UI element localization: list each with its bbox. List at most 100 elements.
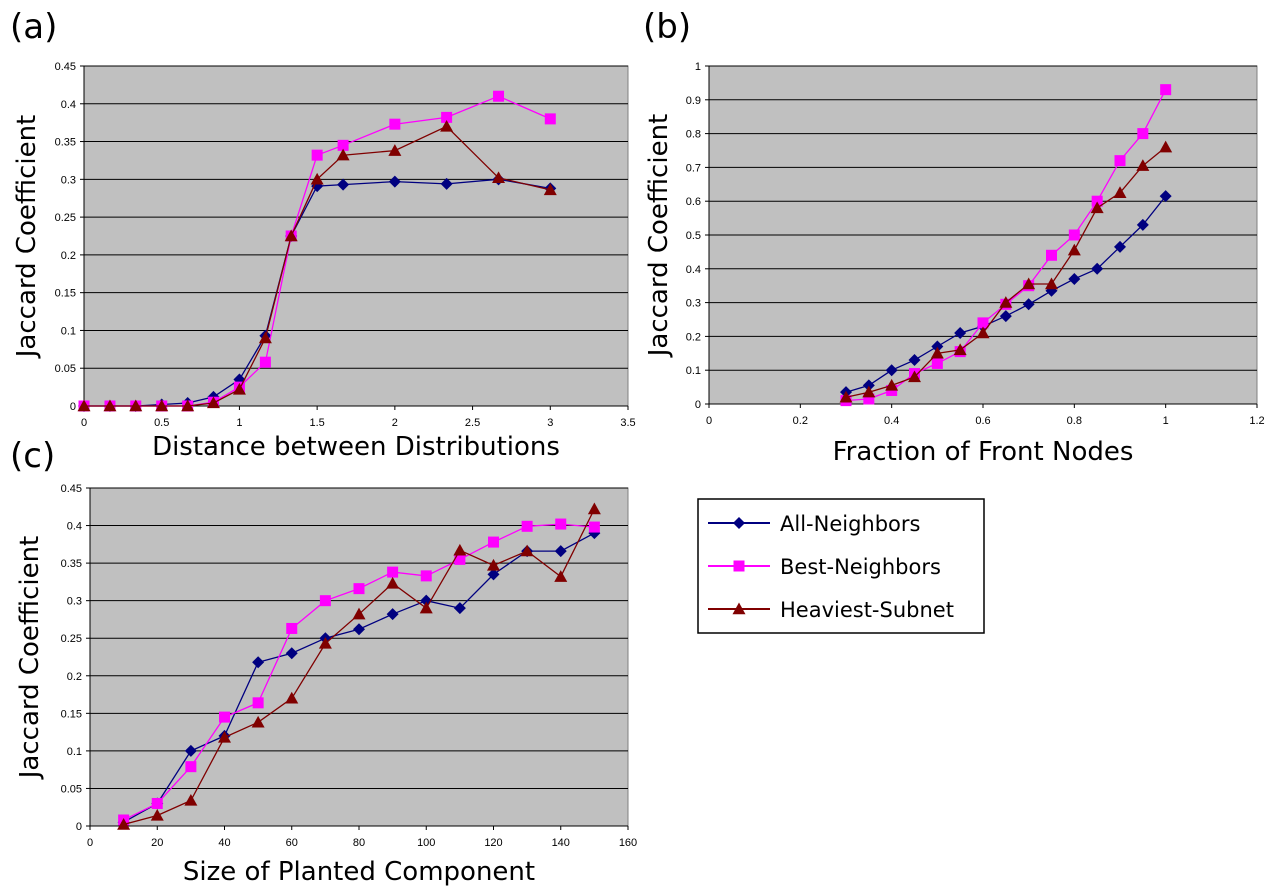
- data-point: [336, 148, 350, 161]
- y-tick-label: 0.3: [686, 298, 701, 310]
- x-tick-label: 120: [484, 837, 502, 849]
- data-point: [285, 647, 298, 660]
- data-point: [839, 390, 853, 403]
- data-point: [206, 396, 220, 409]
- y-tick-label: 0.4: [686, 264, 701, 276]
- x-tick-label: 140: [552, 837, 570, 849]
- data-point: [453, 602, 466, 615]
- data-point: [487, 558, 500, 571]
- data-point: [587, 502, 601, 515]
- x-tick-label: 1: [1163, 415, 1169, 427]
- y-tick-label: 0.25: [55, 212, 76, 224]
- data-point: [232, 382, 246, 395]
- data-point: [999, 310, 1012, 323]
- data-point: [286, 622, 298, 634]
- data-point: [1046, 249, 1057, 261]
- data-point: [954, 327, 967, 340]
- x-tick-label: 0.5: [154, 417, 169, 429]
- y-tick-label: 0.8: [686, 129, 701, 141]
- data-point: [862, 379, 875, 392]
- data-point: [251, 715, 265, 728]
- y-tick-label: 0.4: [67, 521, 82, 533]
- legend-label: All-Neighbors: [780, 512, 920, 536]
- data-point: [441, 111, 453, 123]
- legend-item-best-neighbors: Best-Neighbors: [708, 555, 941, 579]
- x-tick-label: 1.5: [309, 417, 324, 429]
- y-tick-label: 0.25: [61, 633, 82, 645]
- data-point: [931, 357, 943, 369]
- data-point: [1159, 140, 1173, 153]
- data-point: [103, 399, 117, 412]
- data-point: [386, 576, 400, 589]
- series-all-neighbors: [840, 190, 1172, 399]
- data-point: [1022, 277, 1036, 290]
- data-point: [1114, 155, 1126, 167]
- y-tick-label: 0.45: [55, 61, 76, 73]
- data-point: [1045, 277, 1058, 290]
- data-point: [1136, 218, 1149, 231]
- panel-label: (b): [643, 7, 691, 47]
- triangle-icon: [732, 602, 746, 615]
- y-tick-label: 0.7: [686, 162, 701, 174]
- y-tick-label: 0: [76, 821, 82, 833]
- data-point: [185, 761, 197, 773]
- data-point: [953, 343, 967, 356]
- y-tick-label: 0.1: [686, 365, 701, 377]
- data-point: [419, 601, 433, 614]
- x-tick-label: 2.5: [465, 417, 480, 429]
- y-tick-label: 0.35: [55, 137, 76, 149]
- data-point: [1022, 298, 1035, 311]
- data-point: [1091, 195, 1103, 207]
- x-tick-label: 0: [81, 417, 87, 429]
- data-point: [931, 340, 944, 353]
- x-tick-label: 1: [236, 417, 242, 429]
- x-tick-label: 3.5: [620, 417, 635, 429]
- x-tick-label: 20: [151, 837, 163, 849]
- y-tick-label: 0.3: [61, 174, 76, 186]
- data-point: [284, 229, 298, 242]
- legend-label: Best-Neighbors: [780, 555, 941, 579]
- series-best-neighbors: [118, 518, 600, 826]
- y-tick-label: 0.3: [67, 596, 82, 608]
- y-axis-label: Jaccard Coefficient: [12, 115, 42, 360]
- data-point: [151, 797, 163, 809]
- x-axis-label: Distance between Distributions: [152, 432, 560, 462]
- data-point: [863, 393, 875, 405]
- data-point: [388, 175, 401, 188]
- data-point: [1067, 243, 1081, 256]
- y-tick-label: 1: [695, 61, 701, 73]
- data-point: [252, 697, 264, 709]
- x-tick-label: 2: [392, 417, 398, 429]
- data-point: [150, 808, 164, 821]
- chart-panel-b: 0 0.1 0.2 0.3 0.4 0.5 0.6 0.7 0.8 0.9 1 0 0.2 0.4 0.6 0…: [643, 7, 1265, 467]
- data-point: [337, 178, 350, 191]
- data-point: [885, 378, 899, 391]
- panel-label: (a): [10, 7, 57, 47]
- data-point: [488, 536, 499, 548]
- data-point: [388, 144, 402, 156]
- legend-label: Heaviest-Subnet: [780, 598, 954, 622]
- plot-area: [83, 65, 629, 407]
- x-tick-label: 1.2: [1249, 415, 1264, 427]
- data-point: [319, 595, 331, 607]
- x-tick-label: 0.4: [884, 415, 899, 427]
- x-tick-label: 0.8: [1067, 415, 1082, 427]
- diamond-icon: [733, 517, 745, 529]
- data-point: [544, 113, 556, 125]
- data-point: [218, 730, 231, 743]
- y-tick-label: 0.05: [61, 783, 82, 795]
- x-tick-label: 0: [87, 837, 93, 849]
- y-tick-label: 0.05: [55, 363, 76, 375]
- x-tick-label: 100: [417, 837, 435, 849]
- data-point: [487, 568, 500, 581]
- x-tick-label: 0.2: [793, 415, 808, 427]
- y-tick-label: 0: [70, 401, 76, 413]
- data-point: [440, 119, 454, 132]
- data-point: [1137, 128, 1149, 140]
- data-point: [999, 296, 1013, 308]
- y-tick-label: 0.6: [686, 196, 701, 208]
- data-point: [977, 317, 989, 329]
- data-point: [1136, 159, 1150, 171]
- data-point: [252, 656, 265, 669]
- y-tick-label: 0.35: [61, 558, 82, 570]
